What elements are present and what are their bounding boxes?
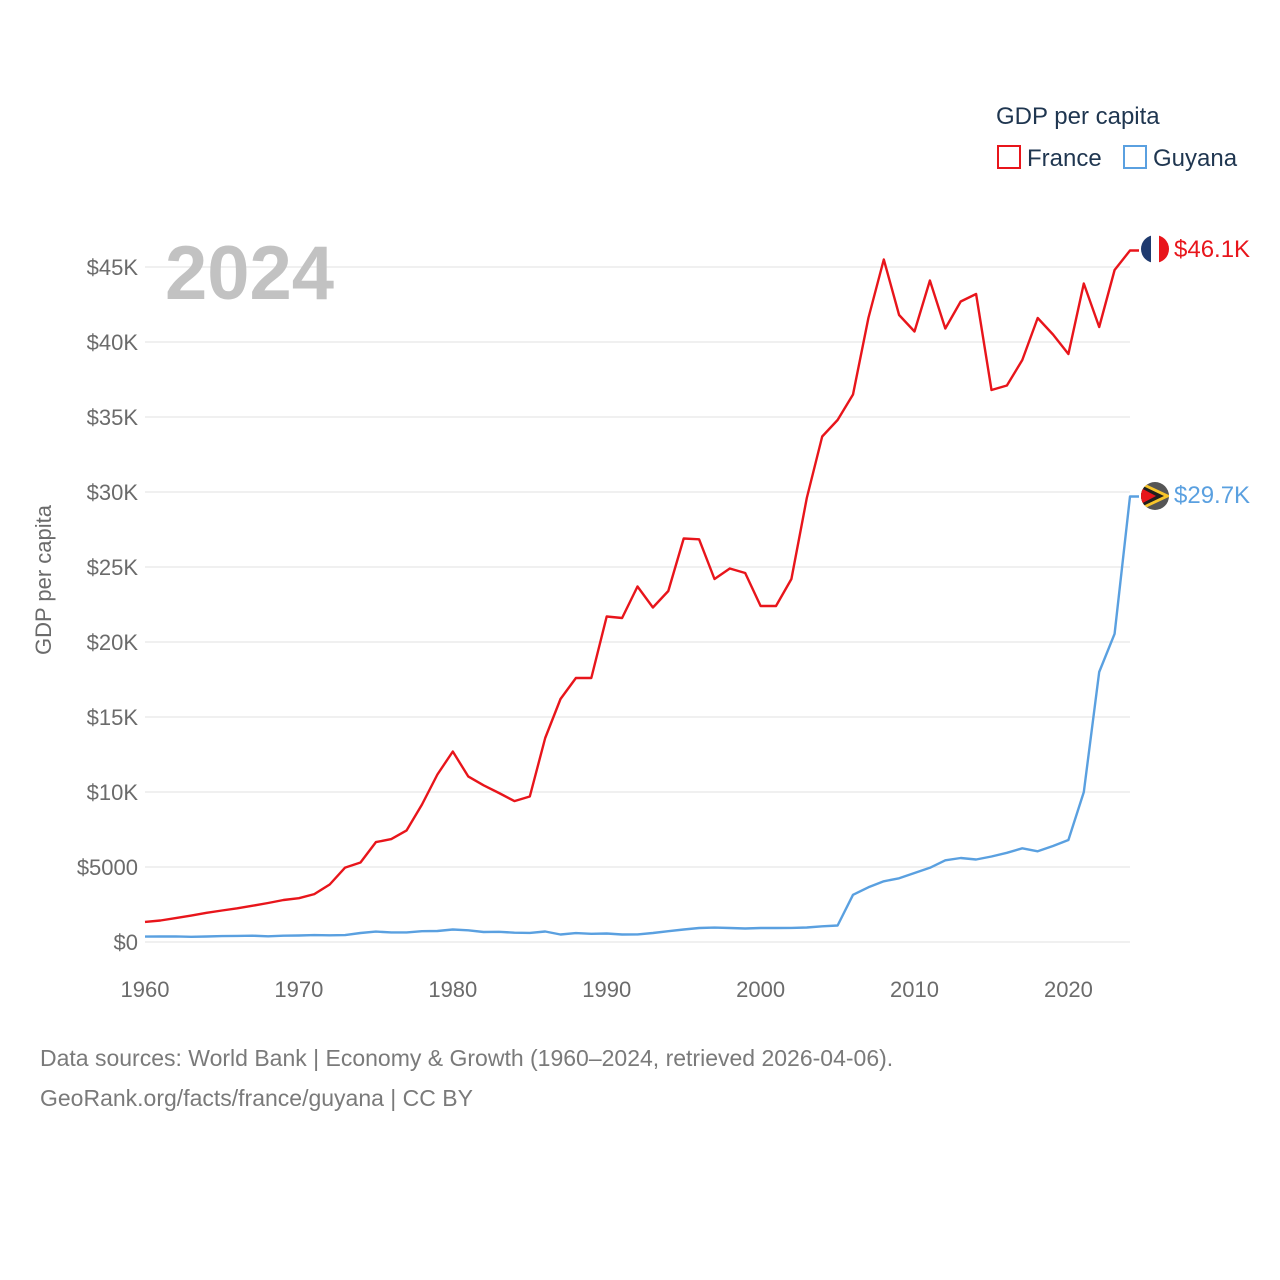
y-tick-label: $15K <box>87 705 139 730</box>
legend-label-guyana: Guyana <box>1153 145 1238 172</box>
x-tick-label: 2020 <box>1044 977 1093 1002</box>
series-line-guyana <box>144 495 1139 938</box>
legend-title: GDP per capita <box>996 103 1160 130</box>
line-chart: $0$5000$10K$15K$20K$25K$30K$35K$40K$45K … <box>31 103 1250 1002</box>
x-tick-label: 1970 <box>274 977 323 1002</box>
x-tick-label: 1960 <box>121 977 170 1002</box>
legend-swatch-guyana <box>1123 145 1147 169</box>
y-axis-label: GDP per capita <box>31 504 56 655</box>
france-flag-icon <box>1141 235 1169 263</box>
y-tick-label: $25K <box>87 555 139 580</box>
legend: GDP per capita France Guyana <box>996 103 1238 172</box>
x-tick-label: 1990 <box>582 977 631 1002</box>
x-tick-label: 1980 <box>428 977 477 1002</box>
y-tick-label: $30K <box>87 480 139 505</box>
data-source-note: Data sources: World Bank | Economy & Gro… <box>40 1045 894 1071</box>
series-lines <box>144 249 1139 938</box>
series-line-france <box>144 249 1139 924</box>
y-tick-label: $40K <box>87 330 139 355</box>
guyana-flag-icon <box>1141 482 1169 510</box>
attribution-note: GeoRank.org/facts/france/guyana | CC BY <box>40 1085 473 1111</box>
y-tick-label: $0 <box>114 930 138 955</box>
france-end-value-label: $46.1K <box>1174 236 1250 263</box>
y-tick-label: $20K <box>87 630 139 655</box>
x-tick-label: 2010 <box>890 977 939 1002</box>
y-tick-label: $45K <box>87 255 139 280</box>
x-tick-label: 2000 <box>736 977 785 1002</box>
y-tick-label: $35K <box>87 405 139 430</box>
y-tick-label: $5000 <box>77 855 138 880</box>
y-axis-ticks: $0 $5000 $10K $15K $20K $25K $30K $35K $40K $45K <box>77 255 139 955</box>
gridlines <box>145 266 1130 943</box>
legend-swatch-france <box>997 145 1021 169</box>
y-tick-label: $10K <box>87 780 139 805</box>
guyana-end-value-label: $29.7K <box>1174 482 1250 509</box>
x-axis-ticks: 1960 1970 1980 1990 2000 2010 2020 <box>121 977 1093 1002</box>
legend-label-france: France <box>1027 145 1102 172</box>
year-watermark: 2024 <box>165 231 334 316</box>
